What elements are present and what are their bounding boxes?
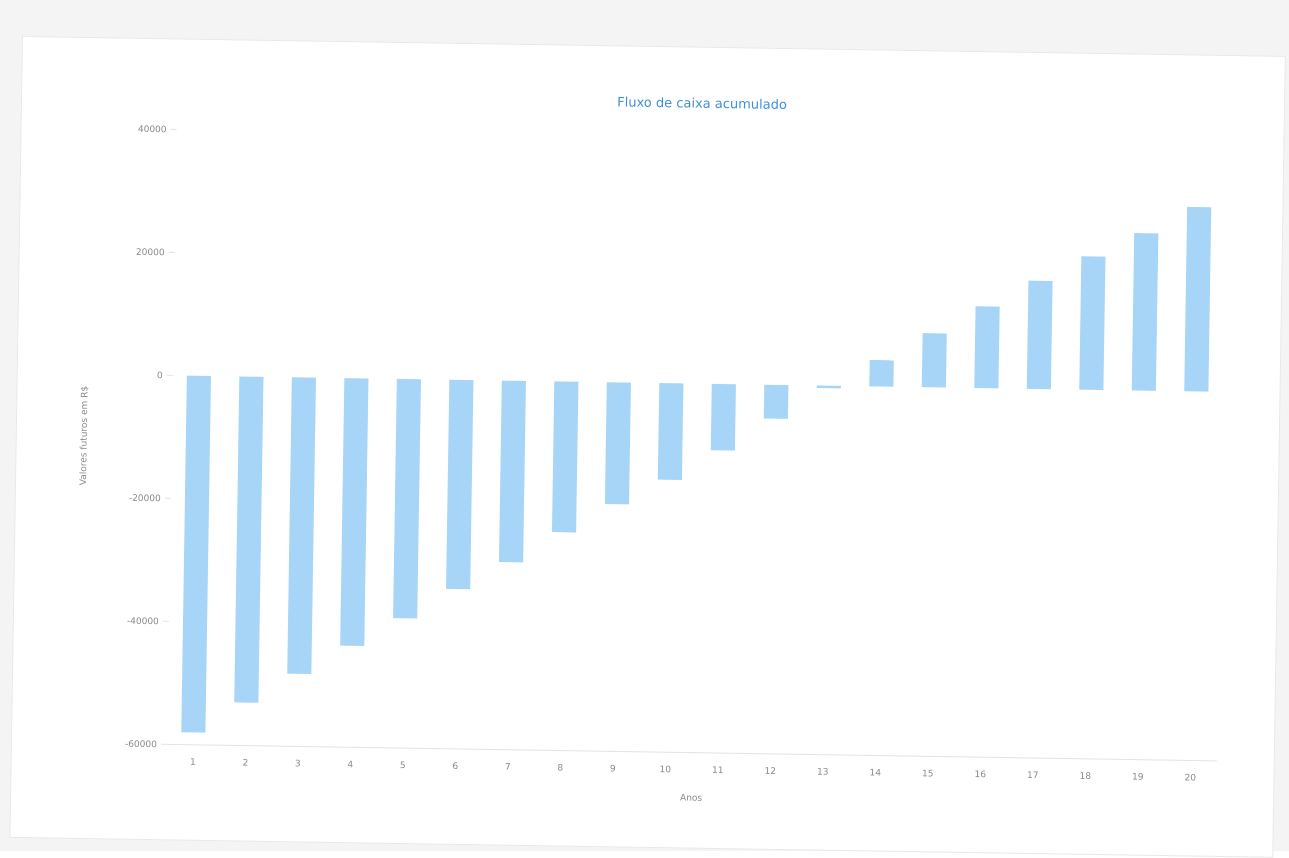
bar-year-7	[499, 381, 526, 563]
bar-year-4	[340, 378, 368, 646]
x-tick-label: 8	[557, 764, 563, 774]
x-tick-label: 14	[869, 768, 881, 778]
y-tick-label: -40000	[127, 617, 159, 628]
x-tick-label: 10	[659, 765, 671, 775]
bar-year-15	[922, 333, 947, 387]
bar-year-13	[817, 386, 841, 389]
bar-year-16	[974, 306, 999, 388]
bar-series	[181, 191, 1211, 748]
x-tick-label: 15	[922, 769, 934, 779]
bar-chart: Fluxo de caixa acumulado -60000 -40000 -20…	[10, 37, 1284, 857]
bar-year-17	[1027, 281, 1053, 390]
bar-year-10	[658, 383, 684, 480]
bar-year-3	[287, 377, 316, 674]
bar-year-8	[552, 381, 579, 532]
x-tick-label: 16	[974, 770, 986, 780]
x-axis-line	[167, 744, 1217, 760]
bar-year-2	[234, 376, 263, 702]
bar-year-9	[605, 382, 631, 504]
x-tick-label: 7	[505, 763, 511, 773]
x-tick-label: 17	[1027, 771, 1039, 781]
bar-year-20	[1184, 207, 1211, 392]
x-tick-label: 3	[295, 759, 301, 769]
bar-year-11	[711, 384, 736, 451]
bar-year-1	[181, 376, 211, 733]
x-tick-label: 1	[190, 758, 196, 768]
y-tick-label: 20000	[136, 248, 165, 258]
bar-year-12	[764, 385, 789, 419]
chart-card: Fluxo de caixa acumulado -60000 -40000 -20…	[9, 36, 1285, 858]
bar-year-14	[869, 360, 894, 387]
x-tick-label: 18	[1079, 772, 1091, 782]
bar-year-6	[446, 380, 473, 589]
chart-title: Fluxo de caixa acumulado	[617, 95, 787, 113]
x-tick-label: 20	[1184, 773, 1196, 783]
x-tick-label: 12	[764, 767, 776, 777]
x-tick-label: 11	[712, 766, 724, 776]
x-tick-label: 2	[242, 759, 248, 769]
x-axis-label: Anos	[680, 793, 703, 803]
bar-year-18	[1079, 256, 1105, 390]
y-tick-label: -20000	[129, 494, 161, 505]
x-tick-label: 4	[347, 760, 353, 770]
x-tick-label: 5	[400, 761, 406, 771]
y-axis: -60000 -40000 -20000 0 20000 40000	[125, 125, 177, 751]
x-tick-label: 13	[817, 768, 829, 778]
x-tick-label: 6	[452, 762, 458, 772]
x-tick-label: 9	[610, 764, 616, 774]
y-tick-label: 40000	[138, 125, 167, 135]
y-tick-label: -60000	[125, 740, 157, 751]
x-tick-label: 19	[1132, 773, 1144, 783]
bar-year-19	[1132, 233, 1159, 391]
y-tick-label: 0	[157, 371, 163, 381]
bar-year-5	[393, 379, 421, 619]
y-axis-label: Valores futuros em R$	[79, 386, 91, 486]
